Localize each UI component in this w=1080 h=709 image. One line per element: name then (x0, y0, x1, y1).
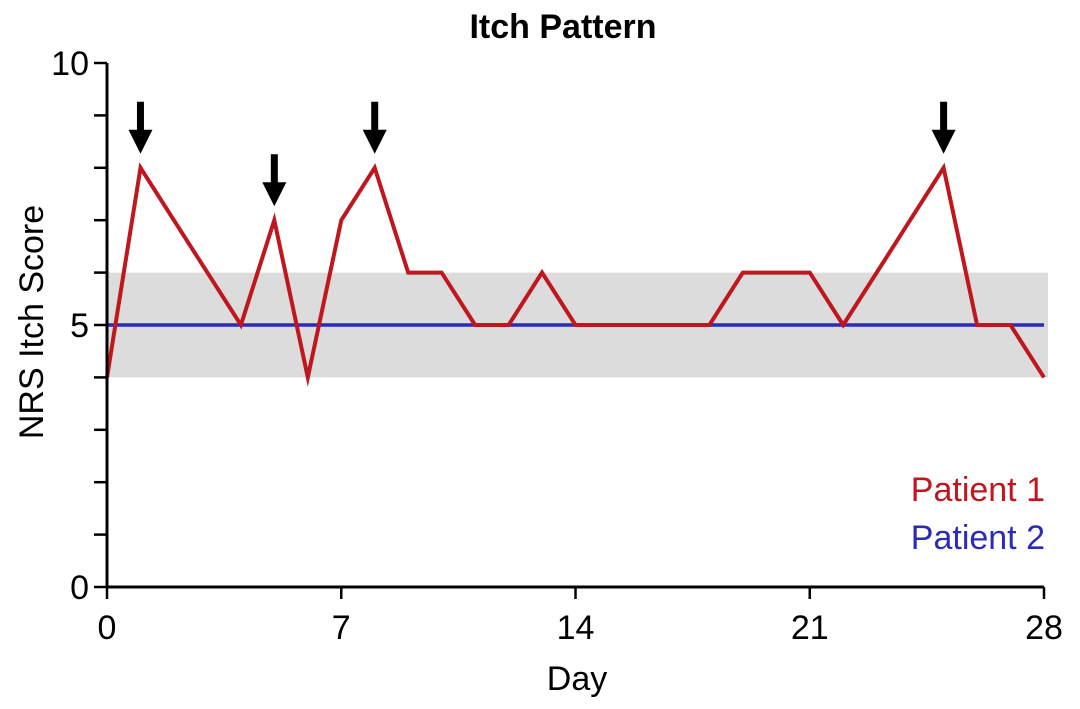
y-tick-label: 0 (70, 569, 89, 607)
chart-title: Itch Pattern (469, 8, 656, 46)
x-tick-label: 14 (557, 609, 595, 647)
y-tick-label: 10 (51, 45, 89, 83)
legend-item-patient-2: Patient 2 (911, 519, 1045, 557)
down-arrow-icon (262, 154, 287, 207)
y-tick-label: 5 (70, 307, 89, 345)
legend-item-patient-1: Patient 1 (911, 471, 1045, 509)
down-arrow-icon (362, 101, 387, 154)
y-axis-label: NRS Itch Score (13, 205, 51, 439)
x-tick-label: 0 (98, 609, 117, 647)
x-tick-label: 28 (1025, 609, 1063, 647)
x-axis-label: Day (547, 660, 607, 698)
series-layer (105, 162, 1046, 387)
legend: Patient 1 Patient 2 (911, 471, 1045, 557)
down-arrow-icon (931, 101, 956, 154)
tick-layer: 0 5 10 0 7 14 21 28 (51, 45, 1063, 647)
down-arrow-icon (128, 101, 153, 154)
arrow-layer (128, 101, 956, 207)
x-tick-label: 21 (791, 609, 829, 647)
x-tick-label: 7 (332, 609, 351, 647)
